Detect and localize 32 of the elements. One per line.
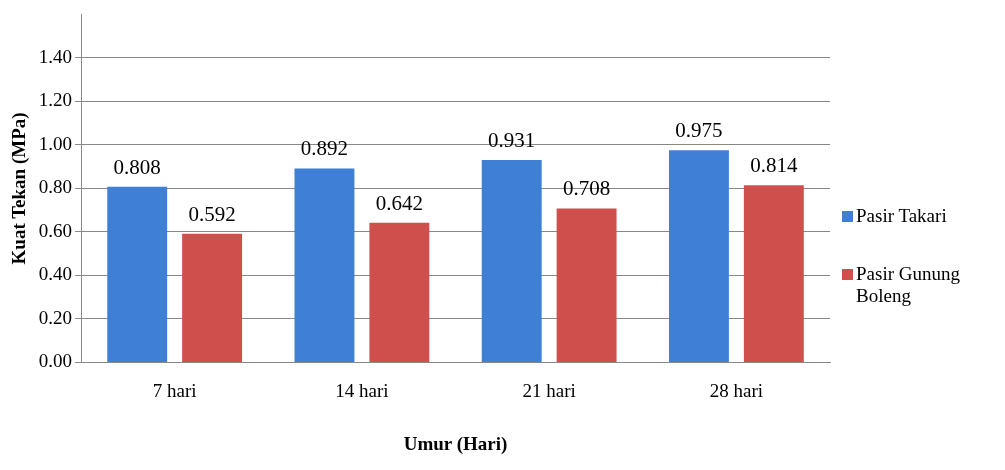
bar [369,222,430,362]
y-tick-label: 0.60 [38,219,73,241]
bar [556,208,617,362]
data-label: 0.975 [675,118,723,143]
bar [294,168,355,362]
x-tick-label: 7 hari [152,379,197,401]
bar [481,159,542,362]
data-label: 0.708 [562,176,611,201]
data-label: 0.642 [375,190,423,215]
bar [668,150,729,362]
x-tick-label: 28 hari [709,379,764,401]
y-tick-label: 1.00 [38,132,73,154]
bar [107,186,168,362]
legend-label: Pasir Gunung Boleng [856,263,961,307]
y-tick-label: 0.20 [38,306,73,328]
y-tick-label: 1.40 [38,45,73,67]
bar [182,233,243,362]
legend-label: Pasir Takari [856,205,947,227]
data-label: 0.892 [300,136,349,161]
y-tick-label: 0.40 [38,263,73,285]
x-tick-label: 14 hari [335,379,389,401]
y-axis-title: Kuat Tekan (MPa) [8,112,31,265]
y-tick-label: 1.20 [38,89,73,111]
bar [743,185,804,362]
y-tick-label: 0.00 [38,350,73,372]
data-label: 0.931 [488,127,536,152]
data-label: 0.592 [188,201,236,226]
data-label: 0.808 [113,154,161,179]
y-tick-label: 0.80 [38,176,73,198]
x-axis-title: Umur (Hari) [403,432,508,455]
data-label: 0.814 [750,153,798,178]
x-tick-label: 21 hari [522,379,576,401]
